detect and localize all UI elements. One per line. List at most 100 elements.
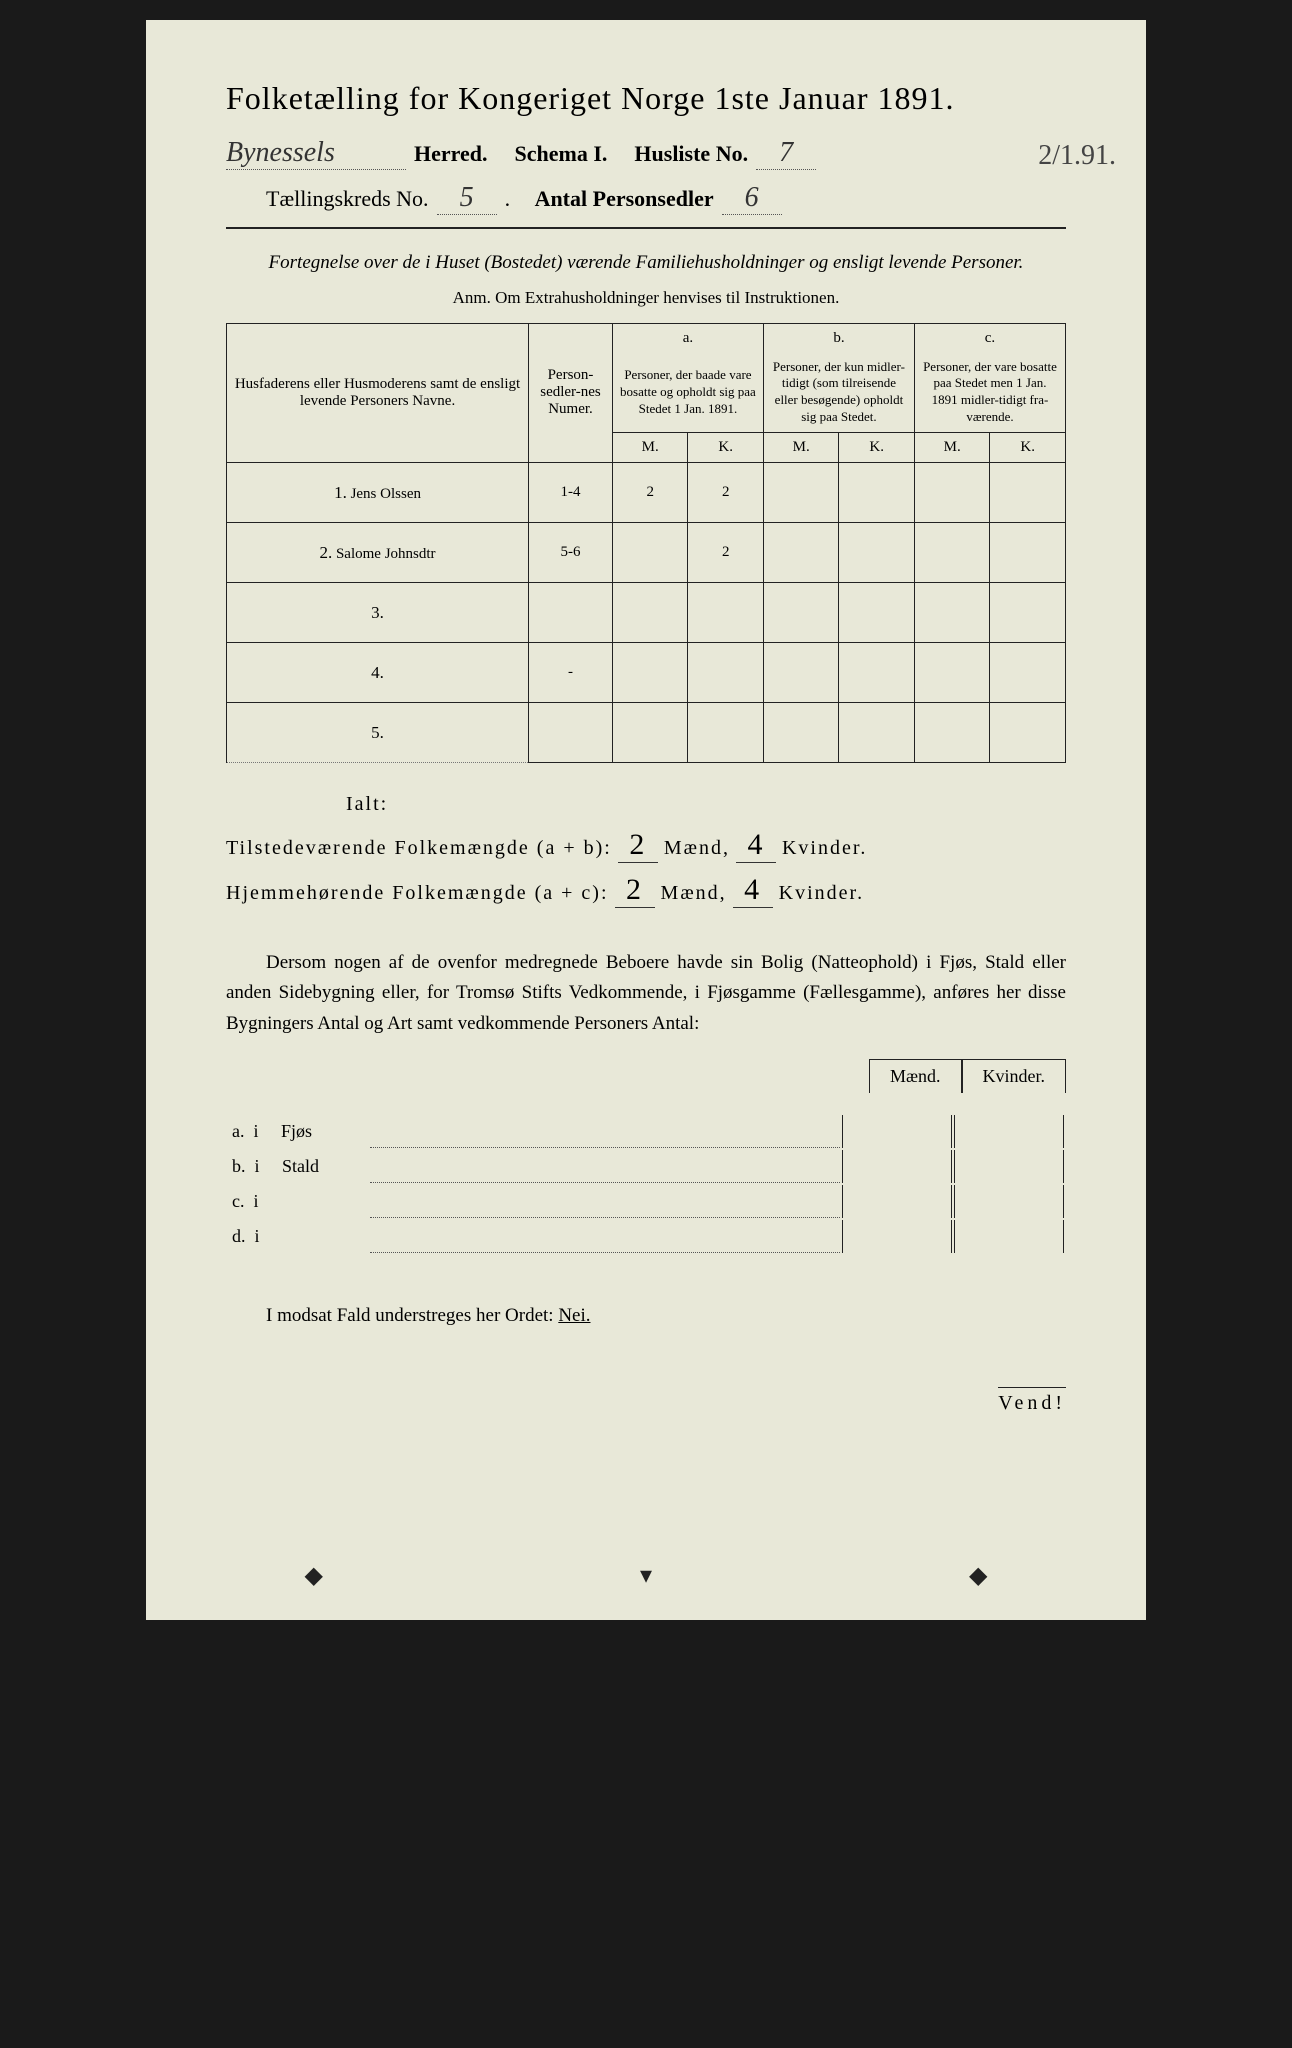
bm-cell [763,463,839,523]
t2-m: 2 [615,873,655,908]
sub-dots [370,1185,840,1218]
col-c-desc: Personer, der vare bosatte paa Stedet me… [914,353,1065,433]
nei-line: I modsat Fald understreges her Ordet: Ne… [226,1305,1066,1327]
herred-value: Bynessels [226,137,406,170]
am-cell [612,703,688,763]
sub-m [842,1185,952,1218]
table-row: 4. - [227,643,1066,703]
ck-cell [990,703,1066,763]
maend-label: Mænd, [664,837,730,860]
page-title: Folketælling for Kongeriget Norge 1ste J… [226,80,1066,117]
col-c-label: c. [914,323,1065,353]
col-header-names: Husfaderens eller Husmoderens samt de en… [227,323,529,463]
sub-label: d. i [228,1220,368,1253]
t2-label: Hjemmehørende Folkemængde (a + c): [226,882,609,905]
am-cell: 2 [612,463,688,523]
t1-k: 4 [736,828,776,863]
ak-cell: 2 [688,463,764,523]
sub-m [842,1115,952,1148]
am-cell [612,643,688,703]
paragraph: Dersom nogen af de ovenfor medregnede Be… [226,948,1066,1039]
sub-k [954,1220,1064,1253]
table-row: 5. [227,703,1066,763]
am-cell [612,583,688,643]
num-cell: 1-4 [529,463,613,523]
sub-k [954,1150,1064,1183]
ak-cell: 2 [688,523,764,583]
total-line-2: Hjemmehørende Folkemængde (a + c): 2 Mæn… [226,873,1066,908]
sub-maend: Mænd. [869,1059,962,1093]
bm-cell [763,523,839,583]
bk-cell [839,583,915,643]
hole-icon: ▾ [640,1561,652,1590]
sub-label: a. i Fjøs [228,1115,368,1148]
sub-dots [370,1115,840,1148]
kvinder-label-2: Kvinder. [779,882,864,905]
col-c-k: K. [990,433,1066,463]
t1-label: Tilstedeværende Folkemængde (a + b): [226,837,612,860]
ck-cell [990,583,1066,643]
ialt-label: Ialt: [346,793,1066,816]
bk-cell [839,643,915,703]
bk-cell [839,703,915,763]
sub-label: c. i [228,1185,368,1218]
total-line-1: Tilstedeværende Folkemængde (a + b): 2 M… [226,828,1066,863]
cm-cell [914,463,990,523]
name-cell: 3. [227,583,529,643]
sub-row: d. i [228,1220,1064,1253]
table-row: 1. Jens Olssen1-422 [227,463,1066,523]
vend-label: Vend! [998,1387,1066,1415]
col-b-desc: Personer, der kun midler-tidigt (som til… [763,353,914,433]
antal-value: 6 [722,182,782,215]
cm-cell [914,523,990,583]
census-form-page: Folketælling for Kongeriget Norge 1ste J… [146,20,1146,1620]
col-a-label: a. [612,323,763,353]
sub-k [954,1115,1064,1148]
bm-cell [763,643,839,703]
kreds-label: Tællingskreds No. [266,186,429,212]
sub-row: b. i Stald [228,1150,1064,1183]
cm-cell [914,643,990,703]
cm-cell [914,703,990,763]
name-cell: 1. Jens Olssen [227,463,529,523]
sub-table: a. i Fjøsb. i Staldc. id. i [226,1113,1066,1255]
intro-text: Fortegnelse over de i Huset (Bostedet) v… [226,249,1066,278]
main-table: Husfaderens eller Husmoderens samt de en… [226,323,1066,764]
anm-text: Anm. Om Extrahusholdninger henvises til … [226,288,1066,308]
name-cell: 5. [227,703,529,763]
kreds-value: 5 [437,182,497,215]
binding-holes: ◆ ▾ ◆ [146,1561,1146,1590]
table-row: 2. Salome Johnsdtr5-62 [227,523,1066,583]
side-date: 2/1.91. [1038,140,1116,172]
ck-cell [990,523,1066,583]
sub-row: a. i Fjøs [228,1115,1064,1148]
name-cell: 2. Salome Johnsdtr [227,523,529,583]
bk-cell [839,463,915,523]
bk-cell [839,523,915,583]
bm-cell [763,583,839,643]
table-row: 3. [227,583,1066,643]
husliste-value: 7 [756,137,816,170]
num-cell [529,703,613,763]
sub-dots [370,1150,840,1183]
col-a-desc: Personer, der baade vare bosatte og opho… [612,353,763,433]
kvinder-label: Kvinder. [782,837,867,860]
ak-cell [688,643,764,703]
ck-cell [990,643,1066,703]
col-a-m: M. [612,433,688,463]
nei-word: Nei. [558,1305,590,1326]
ak-cell [688,703,764,763]
col-header-num: Person-sedler-nes Numer. [529,323,613,463]
sub-k [954,1185,1064,1218]
cm-cell [914,583,990,643]
col-b-k: K. [839,433,915,463]
col-b-label: b. [763,323,914,353]
ak-cell [688,583,764,643]
t2-k: 4 [733,873,773,908]
husliste-label: Husliste No. [634,141,748,167]
schema-label: Schema I. [515,141,608,167]
totals-section: Ialt: Tilstedeværende Folkemængde (a + b… [226,793,1066,908]
col-c-m: M. [914,433,990,463]
col-a-k: K. [688,433,764,463]
am-cell [612,523,688,583]
